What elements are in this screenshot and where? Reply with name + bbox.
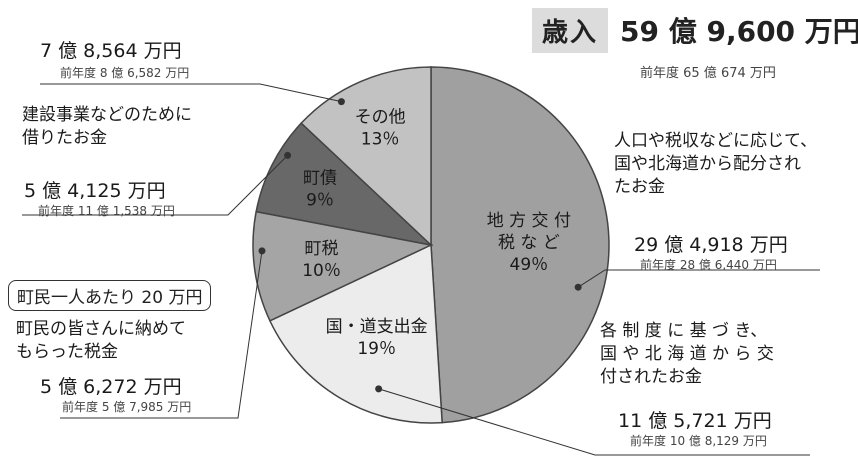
leader-line-chozei bbox=[60, 250, 263, 419]
slice-label-chozei-0: 町税 bbox=[305, 239, 339, 259]
chozei-per-person: 町民一人あたり 20 万円 bbox=[8, 280, 212, 311]
chozei-amount: 5 億 6,272 万円 bbox=[40, 376, 182, 398]
slice-label-kokudo-1: 19％ bbox=[357, 339, 396, 359]
leader-line-sonota bbox=[40, 83, 342, 103]
pie-slice-kokudo bbox=[268, 243, 443, 424]
chosai-amount: 5 億 4,125 万円 bbox=[24, 180, 166, 202]
leader-line-chosai bbox=[22, 155, 288, 216]
leader-dot-sonota bbox=[337, 98, 345, 106]
slice-label-chiho-1: 税 な ど bbox=[498, 233, 560, 253]
slice-label-chiho-2: 49％ bbox=[510, 255, 549, 275]
sonota-amount: 7 億 8,564 万円 bbox=[40, 40, 182, 62]
slice-label-chosai-0: 町債 bbox=[303, 168, 337, 188]
leader-dot-kokudo bbox=[375, 385, 383, 393]
leader-line-kokudo bbox=[378, 388, 810, 456]
slice-label-sonota-1: 13％ bbox=[361, 129, 400, 149]
pie-slice-sonota bbox=[300, 66, 432, 247]
total-revenue: 59 億 9,600 万円 bbox=[620, 15, 858, 48]
leader-dot-chiho bbox=[574, 283, 582, 291]
chozei-description: 町民の皆さんに納めて もらった税金 bbox=[16, 319, 186, 362]
slice-label-kokudo-0: 国・道支出金 bbox=[326, 317, 428, 337]
slice-label-chiho-0: 地 方 交 付 bbox=[487, 211, 571, 231]
chozei-previous: 前年度 5 億 7,985 万円 bbox=[62, 400, 192, 414]
chiho-description: 人口や税収などに応じて、 国や北海道から配分され たお金 bbox=[614, 131, 818, 197]
kokudo-amount: 11 億 5,721 万円 bbox=[618, 410, 772, 432]
slice-label-sonota-0: その他 bbox=[355, 107, 406, 127]
leader-dot-chozei bbox=[258, 247, 266, 255]
kokudo-description: 各 制 度 に 基 づ き、 国 や 北 海 道 か ら 交 付されたお金 bbox=[600, 321, 774, 387]
pie-slice-chozei bbox=[252, 210, 434, 322]
chosai-previous: 前年度 11 億 1,538 万円 bbox=[38, 204, 175, 218]
title-label-box: 歳入 bbox=[532, 8, 609, 53]
slice-label-chosai-1: 9％ bbox=[306, 190, 334, 210]
chiho-previous: 前年度 28 億 6,440 万円 bbox=[640, 258, 777, 272]
leader-line-chiho bbox=[577, 269, 820, 288]
pie-slice-chiho bbox=[430, 66, 610, 424]
kokudo-previous: 前年度 10 億 8,129 万円 bbox=[630, 434, 767, 448]
chosai-description: 建設事業などのために 借りたお金 bbox=[22, 105, 192, 148]
slice-label-chozei-1: 10％ bbox=[302, 261, 341, 281]
pie-slice-chosai bbox=[255, 122, 434, 247]
title-label: 歳入 bbox=[542, 18, 599, 48]
total-previous: 前年度 65 億 674 万円 bbox=[640, 66, 776, 81]
sonota-previous: 前年度 8 億 6,582 万円 bbox=[60, 66, 190, 80]
leader-dot-chosai bbox=[284, 151, 292, 159]
chiho-amount: 29 億 4,918 万円 bbox=[634, 234, 788, 256]
